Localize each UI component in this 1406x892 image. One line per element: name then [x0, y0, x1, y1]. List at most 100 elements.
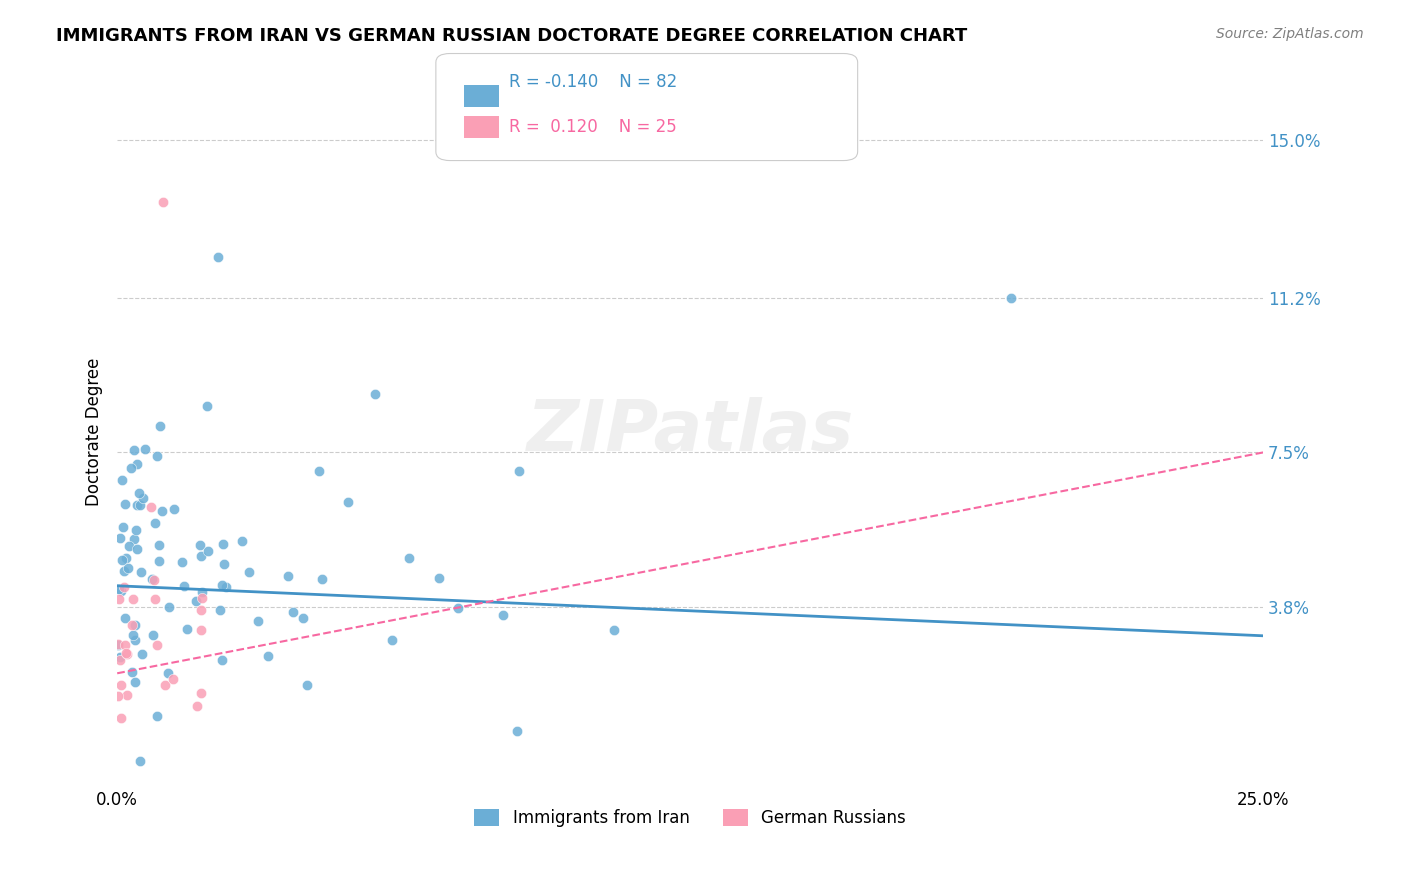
Immigrants from Iran: [114, 497, 136, 511]
Immigrants from Iran: [195, 399, 218, 413]
Immigrants from Iran: [122, 442, 145, 457]
German Russians: [121, 618, 143, 632]
Immigrants from Iran: [190, 549, 212, 564]
Text: ZIPatlas: ZIPatlas: [526, 397, 853, 467]
Immigrants from Iran: [173, 579, 195, 593]
Immigrants from Iran: [110, 583, 132, 598]
Immigrants from Iran: [148, 538, 170, 552]
Immigrants from Iran: [150, 504, 173, 518]
Immigrants from Iran: [207, 250, 229, 264]
Immigrants from Iran: [162, 501, 184, 516]
Immigrants from Iran: [114, 611, 136, 625]
Immigrants from Iran: [125, 458, 148, 472]
Immigrants from Iran: [124, 675, 146, 690]
Immigrants from Iran: [142, 628, 165, 642]
Immigrants from Iran: [121, 665, 143, 679]
Immigrants from Iran: [108, 650, 131, 665]
German Russians: [146, 638, 169, 652]
German Russians: [143, 592, 166, 607]
Immigrants from Iran: [277, 569, 299, 583]
Immigrants from Iran: [247, 614, 270, 628]
Immigrants from Iran: [211, 653, 233, 667]
Immigrants from Iran: [364, 387, 387, 401]
German Russians: [110, 711, 132, 725]
Immigrants from Iran: [108, 582, 131, 597]
Immigrants from Iran: [143, 516, 166, 530]
Immigrants from Iran: [214, 580, 236, 594]
Immigrants from Iran: [492, 608, 515, 623]
Immigrants from Iran: [124, 633, 146, 648]
Immigrants from Iran: [129, 754, 152, 768]
Legend: Immigrants from Iran, German Russians: Immigrants from Iran, German Russians: [468, 803, 912, 834]
Immigrants from Iran: [176, 623, 198, 637]
Immigrants from Iran: [148, 554, 170, 568]
German Russians: [186, 698, 208, 713]
Immigrants from Iran: [129, 565, 152, 579]
Immigrants from Iran: [156, 665, 179, 680]
Immigrants from Iran: [122, 628, 145, 642]
Immigrants from Iran: [381, 633, 404, 648]
Immigrants from Iran: [603, 623, 626, 637]
Immigrants from Iran: [184, 594, 207, 608]
Immigrants from Iran: [117, 561, 139, 575]
Immigrants from Iran: [506, 723, 529, 738]
German Russians: [141, 500, 163, 514]
German Russians: [115, 646, 138, 660]
Immigrants from Iran: [111, 473, 134, 487]
Immigrants from Iran: [191, 585, 214, 599]
Text: R =  0.120    N = 25: R = 0.120 N = 25: [509, 118, 676, 136]
Text: R = -0.140    N = 82: R = -0.140 N = 82: [509, 73, 678, 91]
Immigrants from Iran: [508, 465, 530, 479]
Immigrants from Iran: [208, 603, 231, 617]
Text: Source: ZipAtlas.com: Source: ZipAtlas.com: [1216, 27, 1364, 41]
Immigrants from Iran: [107, 638, 129, 652]
Immigrants from Iran: [308, 464, 330, 478]
German Russians: [107, 690, 129, 704]
Immigrants from Iran: [336, 495, 359, 509]
German Russians: [108, 592, 131, 607]
Immigrants from Iran: [257, 649, 280, 664]
Immigrants from Iran: [115, 551, 138, 566]
Immigrants from Iran: [283, 605, 305, 619]
Y-axis label: Doctorate Degree: Doctorate Degree: [86, 358, 103, 506]
Immigrants from Iran: [214, 557, 236, 571]
Immigrants from Iran: [211, 578, 233, 592]
German Russians: [153, 678, 176, 692]
Immigrants from Iran: [211, 536, 233, 550]
Immigrants from Iran: [132, 491, 155, 505]
German Russians: [162, 673, 184, 687]
Immigrants from Iran: [291, 610, 314, 624]
Immigrants from Iran: [121, 460, 143, 475]
Immigrants from Iran: [146, 450, 169, 464]
Immigrants from Iran: [188, 538, 211, 552]
Immigrants from Iran: [124, 617, 146, 632]
Immigrants from Iran: [295, 678, 318, 692]
German Russians: [190, 603, 212, 617]
German Russians: [112, 580, 135, 594]
Immigrants from Iran: [447, 601, 470, 615]
Immigrants from Iran: [145, 709, 167, 723]
Immigrants from Iran: [197, 543, 219, 558]
German Russians: [110, 653, 132, 667]
German Russians: [117, 688, 139, 702]
Immigrants from Iran: [111, 520, 134, 534]
German Russians: [191, 591, 214, 606]
Immigrants from Iran: [111, 553, 134, 567]
German Russians: [152, 195, 174, 210]
Immigrants from Iran: [427, 571, 450, 585]
German Russians: [110, 678, 132, 692]
Immigrants from Iran: [125, 524, 148, 538]
Immigrants from Iran: [112, 564, 135, 578]
German Russians: [114, 638, 136, 652]
Immigrants from Iran: [129, 498, 152, 512]
Immigrants from Iran: [149, 418, 172, 433]
Immigrants from Iran: [124, 532, 146, 546]
Immigrants from Iran: [141, 572, 163, 586]
Immigrants from Iran: [125, 498, 148, 512]
Immigrants from Iran: [118, 539, 141, 553]
German Russians: [142, 573, 165, 587]
Text: IMMIGRANTS FROM IRAN VS GERMAN RUSSIAN DOCTORATE DEGREE CORRELATION CHART: IMMIGRANTS FROM IRAN VS GERMAN RUSSIAN D…: [56, 27, 967, 45]
Immigrants from Iran: [131, 647, 153, 661]
Immigrants from Iran: [398, 551, 420, 566]
German Russians: [107, 636, 129, 650]
